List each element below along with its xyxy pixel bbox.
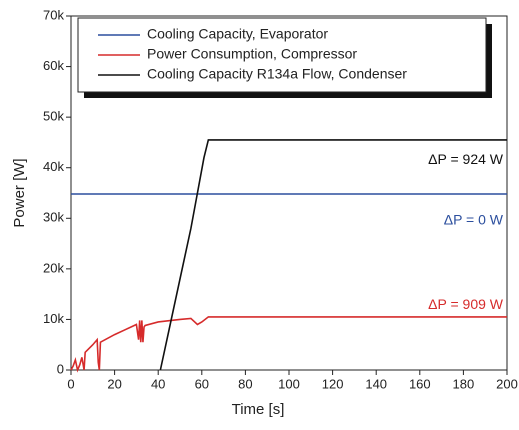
x-tick-label: 40 <box>151 376 165 391</box>
annotation: ΔP = 0 W <box>444 212 504 228</box>
y-axis-label: Power [W] <box>11 158 28 227</box>
legend-label: Cooling Capacity, Evaporator <box>147 26 328 42</box>
x-tick-label: 200 <box>496 376 518 391</box>
x-axis-label: Time [s] <box>232 401 285 418</box>
legend-label: Cooling Capacity R134a Flow, Condenser <box>147 66 407 82</box>
y-tick-label: 50k <box>43 109 64 124</box>
annotation: ΔP = 909 W <box>428 296 504 312</box>
y-tick-label: 10k <box>43 311 64 326</box>
y-tick-label: 70k <box>43 7 64 22</box>
x-tick-label: 0 <box>67 376 74 391</box>
x-tick-label: 20 <box>107 376 121 391</box>
y-tick-label: 0 <box>57 361 64 376</box>
x-tick-label: 160 <box>409 376 431 391</box>
annotation: ΔP = 924 W <box>428 151 504 167</box>
y-tick-label: 40k <box>43 159 64 174</box>
x-tick-label: 80 <box>238 376 252 391</box>
x-tick-label: 140 <box>365 376 387 391</box>
line <box>70 316 507 373</box>
x-tick-label: 60 <box>195 376 209 391</box>
y-tick-label: 60k <box>43 58 64 73</box>
x-tick-label: 100 <box>278 376 300 391</box>
legend-box <box>77 17 487 93</box>
y-tick-label: 30k <box>43 210 64 225</box>
line <box>159 139 507 371</box>
x-tick-label: 180 <box>453 376 475 391</box>
x-tick-label: 120 <box>322 376 344 391</box>
legend-label: Power Consumption, Compressor <box>147 46 357 62</box>
y-tick-label: 20k <box>43 260 64 275</box>
